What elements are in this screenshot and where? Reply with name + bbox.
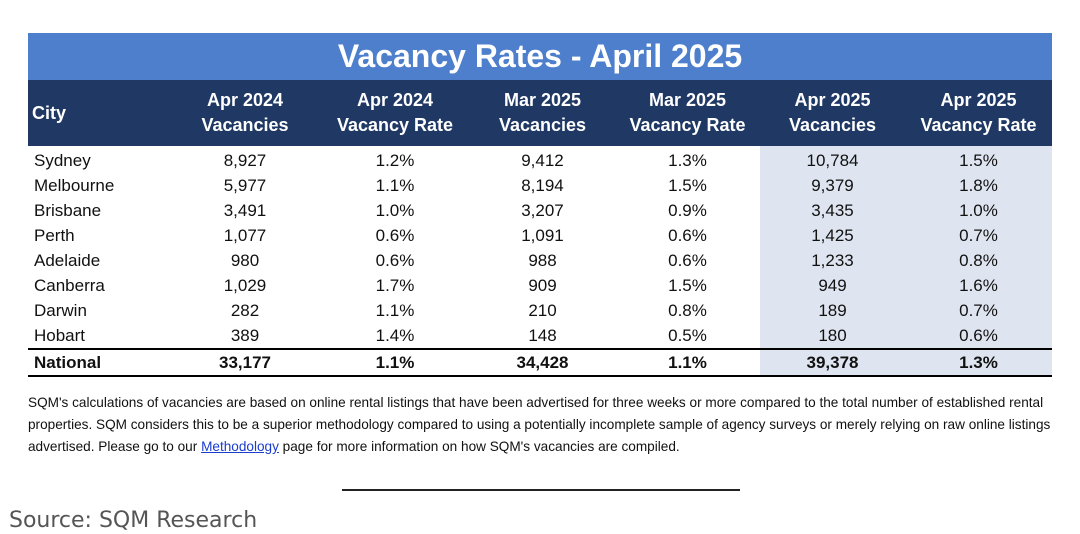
table-row: Canberra 1,029 1.7% 909 1.5% 949 1.6% — [28, 273, 1052, 298]
city-cell: Melbourne — [34, 175, 115, 195]
value-cell: 0.6% — [375, 250, 415, 270]
value-cell: 1,425 — [760, 223, 905, 248]
value-cell: 0.6% — [905, 323, 1052, 349]
column-header: Mar 2025 Vacancies — [470, 80, 615, 146]
value-cell: 1.1% — [375, 175, 415, 195]
value-cell: 0.9% — [668, 200, 707, 220]
column-header: Apr 2025 Vacancy Rate — [905, 80, 1052, 146]
value-cell: 1.1% — [615, 348, 760, 377]
value-cell: 1.2% — [375, 150, 415, 170]
city-cell: Canberra — [34, 275, 105, 295]
value-cell: 988 — [528, 250, 557, 270]
total-row: National 33,177 1.1% 34,428 1.1% 39,378 1.3% — [28, 348, 1052, 377]
value-cell: 10,784 — [760, 146, 905, 173]
value-cell: 189 — [760, 298, 905, 323]
value-cell: 1.1% — [320, 348, 470, 377]
value-cell: 909 — [528, 275, 557, 295]
value-cell: 1.3% — [668, 150, 707, 170]
table-row: Hobart 389 1.4% 148 0.5% 180 0.6% — [28, 323, 1052, 349]
value-cell: 1,029 — [223, 275, 267, 295]
value-cell: 1,233 — [760, 248, 905, 273]
city-cell: Brisbane — [34, 200, 102, 220]
value-cell: 1.3% — [905, 348, 1052, 377]
value-cell: 9,379 — [760, 173, 905, 198]
value-cell: 3,491 — [223, 200, 267, 220]
table-body: Sydney 8,927 1.2% 9,412 1.3% 10,784 1.5% Melbou… — [28, 146, 1052, 377]
value-cell: 34,428 — [470, 348, 615, 377]
city-cell: Adelaide — [34, 250, 101, 270]
city-cell: Sydney — [34, 150, 91, 170]
value-cell: 9,412 — [521, 150, 564, 170]
column-header: Apr 2024 Vacancies — [170, 80, 320, 146]
value-cell: 1.1% — [375, 300, 415, 320]
value-cell: 1.7% — [375, 275, 415, 295]
column-header: Mar 2025 Vacancy Rate — [615, 80, 760, 146]
value-cell: 949 — [760, 273, 905, 298]
value-cell: 1.6% — [905, 273, 1052, 298]
table-row: Adelaide 980 0.6% 988 0.6% 1,233 0.8% — [28, 248, 1052, 273]
city-cell: Darwin — [34, 300, 87, 320]
column-header: Apr 2024 Vacancy Rate — [320, 80, 470, 146]
note-text: SQM's calculations of vacancies are base… — [28, 395, 1051, 454]
vacancy-table: City Apr 2024 Vacancies Apr 2024 Vacancy R… — [28, 80, 1052, 377]
table-title: Vacancy Rates - April 2025 — [28, 33, 1052, 80]
value-cell: 1.4% — [375, 325, 415, 345]
value-cell: 0.7% — [905, 223, 1052, 248]
value-cell: 0.6% — [375, 225, 415, 245]
value-cell: 1.0% — [905, 198, 1052, 223]
value-cell: 39,378 — [760, 348, 905, 377]
table-row: Brisbane 3,491 1.0% 3,207 0.9% 3,435 1.0% — [28, 198, 1052, 223]
value-cell: 1.5% — [668, 275, 707, 295]
value-cell: 980 — [230, 250, 260, 270]
value-cell: 0.6% — [668, 250, 707, 270]
value-cell: 1.8% — [905, 173, 1052, 198]
value-cell: 33,177 — [170, 348, 320, 377]
value-cell: 282 — [230, 300, 260, 320]
value-cell: 8,194 — [521, 175, 564, 195]
city-cell: National — [28, 348, 170, 377]
source-caption: Source: SQM Research — [9, 508, 258, 533]
value-cell: 0.5% — [668, 325, 707, 345]
city-cell: Perth — [34, 225, 75, 245]
table-row: Melbourne 5,977 1.1% 8,194 1.5% 9,379 1.8% — [28, 173, 1052, 198]
table-row: Darwin 282 1.1% 210 0.8% 189 0.7% — [28, 298, 1052, 323]
value-cell: 389 — [230, 325, 260, 345]
divider — [342, 489, 740, 491]
value-cell: 180 — [760, 323, 905, 349]
value-cell: 1,077 — [223, 225, 267, 245]
city-cell: Hobart — [34, 325, 86, 345]
value-cell: 3,207 — [521, 200, 564, 220]
column-header: City — [28, 80, 170, 146]
value-cell: 1.0% — [375, 200, 415, 220]
value-cell: 1.5% — [668, 175, 707, 195]
value-cell: 0.7% — [905, 298, 1052, 323]
table-card: Vacancy Rates - April 2025 City Apr 2024 … — [28, 33, 1052, 377]
value-cell: 8,927 — [223, 150, 267, 170]
table-row: Sydney 8,927 1.2% 9,412 1.3% 10,784 1.5% — [28, 146, 1052, 173]
header-row: City Apr 2024 Vacancies Apr 2024 Vacancy R… — [28, 80, 1052, 146]
value-cell: 3,435 — [760, 198, 905, 223]
methodology-link[interactable]: Methodology — [201, 439, 279, 454]
value-cell: 5,977 — [223, 175, 267, 195]
note-text: page for more information on how SQM's v… — [278, 439, 680, 454]
value-cell: 0.6% — [668, 225, 707, 245]
value-cell: 1.5% — [905, 146, 1052, 173]
value-cell: 210 — [528, 300, 557, 320]
table-row: Perth 1,077 0.6% 1,091 0.6% 1,425 0.7% — [28, 223, 1052, 248]
column-header: Apr 2025 Vacancies — [760, 80, 905, 146]
value-cell: 148 — [528, 325, 557, 345]
value-cell: 0.8% — [668, 300, 707, 320]
value-cell: 0.8% — [905, 248, 1052, 273]
methodology-note: SQM's calculations of vacancies are base… — [28, 392, 1056, 458]
value-cell: 1,091 — [521, 225, 564, 245]
